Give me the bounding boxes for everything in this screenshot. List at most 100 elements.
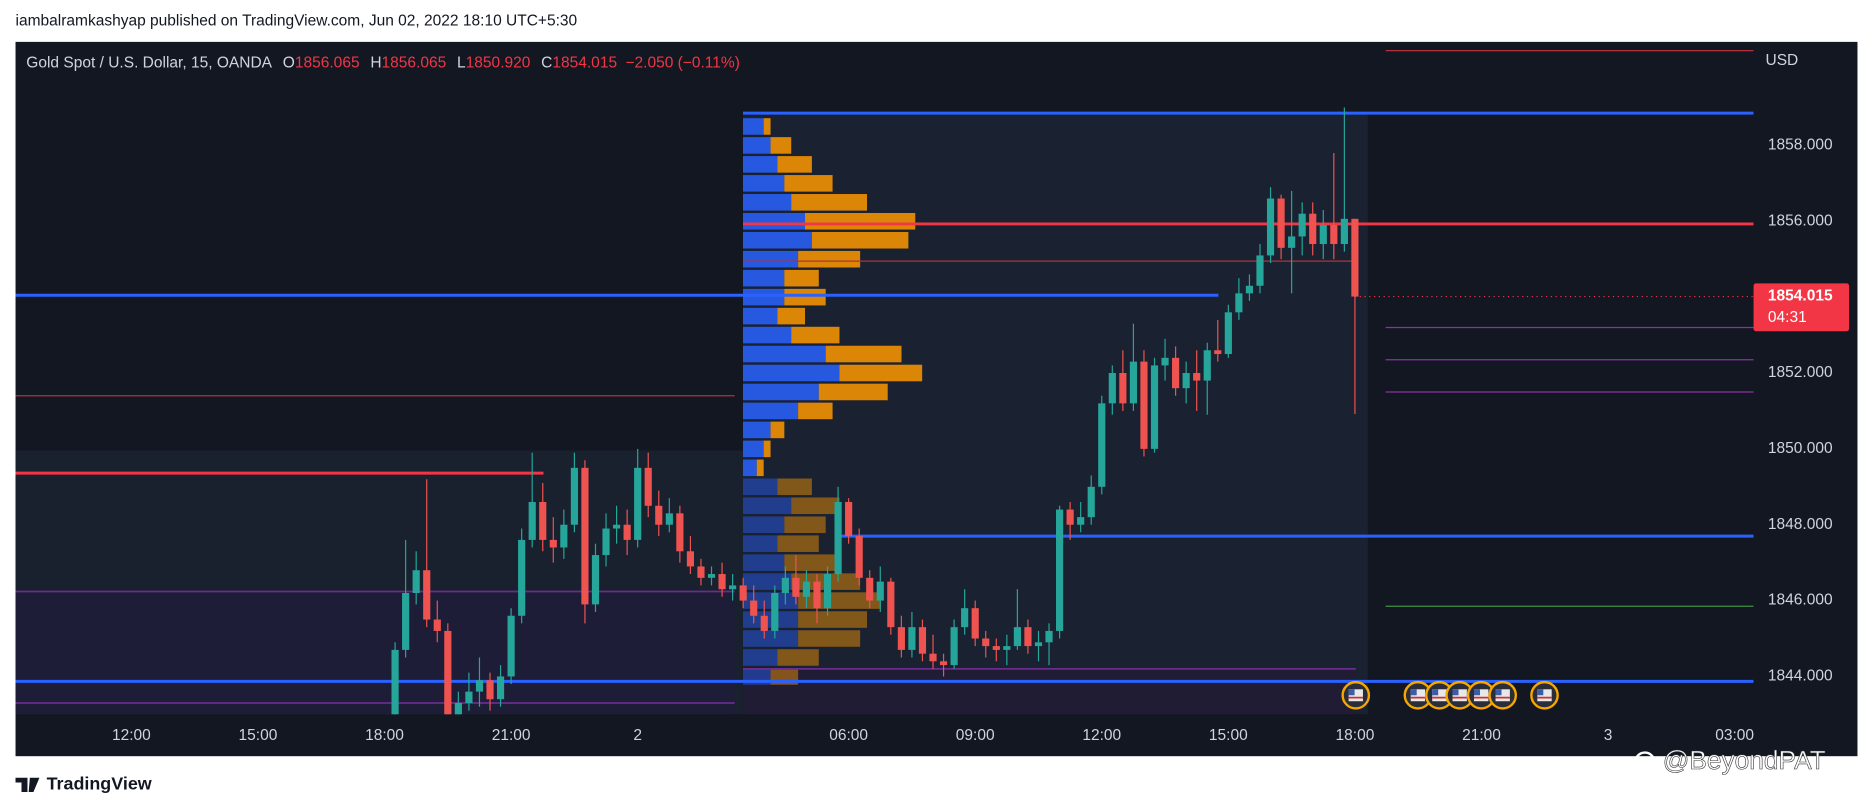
profile-sell xyxy=(811,231,909,249)
candle-body xyxy=(792,577,800,597)
candle-body xyxy=(929,653,937,662)
profile-buy xyxy=(742,212,806,230)
profile-sell xyxy=(798,250,861,268)
candle-body xyxy=(1129,361,1137,404)
event-icon xyxy=(1341,680,1371,710)
ohlc-key: C xyxy=(541,54,552,71)
event-flag-canton xyxy=(1537,689,1544,696)
x-tick-label: 21:00 xyxy=(492,727,531,744)
profile-buy xyxy=(742,573,792,590)
y-tick-label: 1848.000 xyxy=(1768,516,1833,533)
x-tick-label: 12:00 xyxy=(112,727,151,744)
candle-body xyxy=(1034,642,1043,647)
candle-body xyxy=(866,577,874,601)
events xyxy=(1341,680,1559,710)
candle-body xyxy=(1140,361,1148,449)
candle-body xyxy=(686,551,695,567)
event-icon xyxy=(1425,680,1454,710)
candle-body xyxy=(887,581,895,628)
ohlc-value: 1856.065 xyxy=(295,54,360,71)
x-tick-label: 15:00 xyxy=(239,727,278,744)
event-flag-canton xyxy=(1348,689,1355,696)
candle-body xyxy=(845,501,853,537)
candle-body xyxy=(623,524,631,540)
profile-buy xyxy=(742,535,778,552)
candle-body xyxy=(1277,198,1285,248)
watermark-icon xyxy=(1634,751,1656,773)
profile-sell xyxy=(770,137,792,154)
event-flag xyxy=(1452,689,1467,702)
candle-body xyxy=(1045,630,1053,643)
candle-body xyxy=(1013,627,1021,647)
y-tick-label: 1858.000 xyxy=(1768,137,1833,154)
candle-body xyxy=(528,501,536,540)
candles xyxy=(391,107,1359,715)
profile-sell xyxy=(784,516,826,534)
candle-body xyxy=(412,570,420,594)
candle-body xyxy=(1214,350,1222,355)
event-flag-canton xyxy=(1495,689,1502,696)
profile-sell xyxy=(777,535,819,552)
last-price-box xyxy=(1753,283,1850,332)
candle-body xyxy=(581,467,589,605)
ohlc-value: 1850.920 xyxy=(466,54,531,71)
ohlc-key: H xyxy=(370,54,381,71)
profile-sell xyxy=(791,194,868,211)
profile-buy xyxy=(742,231,812,249)
ohlc-value: 1854.015 xyxy=(552,54,617,71)
watermark: @BeyondPAT xyxy=(1634,745,1826,775)
profile-sell xyxy=(784,554,840,571)
candle-body xyxy=(1003,646,1011,650)
candle-body xyxy=(539,501,547,540)
watermark-text: @BeyondPAT xyxy=(1663,745,1826,775)
candle-body xyxy=(1203,350,1211,381)
event-icon xyxy=(1445,680,1475,710)
y-tick-label: 1846.000 xyxy=(1768,592,1833,609)
candle-body xyxy=(992,646,1000,650)
candle-body xyxy=(486,680,494,700)
profile-buy xyxy=(742,630,799,647)
profile-sell xyxy=(770,421,785,439)
profile-sell xyxy=(777,156,812,173)
x-tick-label: 03:00 xyxy=(1715,727,1754,744)
candle-body xyxy=(1351,218,1359,297)
candle-body xyxy=(1098,403,1106,487)
candle-body xyxy=(982,638,990,647)
candle-body xyxy=(570,467,578,525)
candle-body xyxy=(823,574,832,609)
profile-buy xyxy=(742,307,778,325)
candle-body xyxy=(634,467,642,540)
candle-body xyxy=(602,528,610,556)
candle-body xyxy=(444,630,452,715)
profile-buy xyxy=(742,383,819,401)
candle-body xyxy=(771,593,779,631)
profile-buy xyxy=(742,345,826,363)
candle-body xyxy=(1161,357,1169,366)
candle-body xyxy=(1024,627,1032,647)
candle-body xyxy=(549,539,557,548)
candle-body xyxy=(961,608,969,628)
candle-body xyxy=(613,524,621,529)
volume-profile xyxy=(742,118,923,685)
profile-sell xyxy=(784,288,826,306)
candle-body xyxy=(750,600,758,616)
candle-body xyxy=(496,676,505,700)
profile-sell xyxy=(798,402,833,420)
candle-body xyxy=(644,467,652,506)
profile-sell xyxy=(777,649,819,666)
last-price-label: 1854.015 xyxy=(1768,288,1833,305)
event-flag xyxy=(1432,689,1447,702)
profile-buy xyxy=(742,649,778,666)
profile-buy xyxy=(742,554,785,571)
candle-body xyxy=(423,570,431,620)
session-range-box xyxy=(15,591,735,715)
profile-buy xyxy=(742,118,764,135)
candle-body xyxy=(1319,225,1327,245)
candle-body xyxy=(591,555,600,605)
profile-sell xyxy=(784,175,833,192)
candle-body xyxy=(465,691,473,704)
x-tick-label: 06:00 xyxy=(829,727,868,744)
candle-body xyxy=(518,539,526,616)
